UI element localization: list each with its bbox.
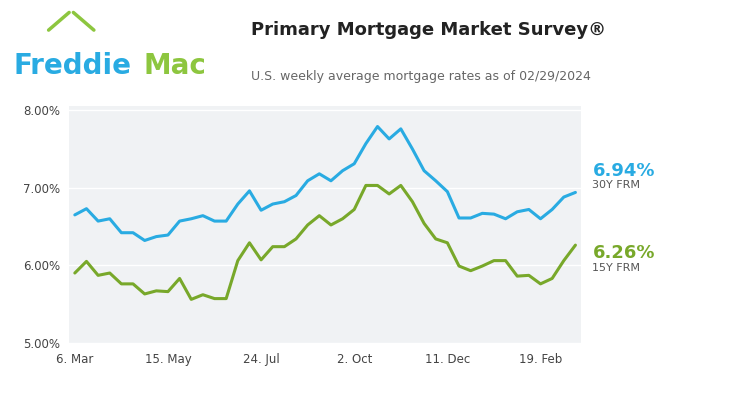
Text: U.S. weekly average mortgage rates as of 02/29/2024: U.S. weekly average mortgage rates as of… bbox=[251, 70, 591, 83]
Text: 15Y FRM: 15Y FRM bbox=[592, 262, 640, 273]
Text: Freddie: Freddie bbox=[13, 52, 131, 80]
Text: 6.26%: 6.26% bbox=[592, 244, 655, 262]
Text: Primary Mortgage Market Survey®: Primary Mortgage Market Survey® bbox=[251, 21, 606, 39]
Text: 30Y FRM: 30Y FRM bbox=[592, 180, 640, 190]
Text: Mac: Mac bbox=[144, 52, 207, 80]
Text: 6.94%: 6.94% bbox=[592, 162, 655, 180]
